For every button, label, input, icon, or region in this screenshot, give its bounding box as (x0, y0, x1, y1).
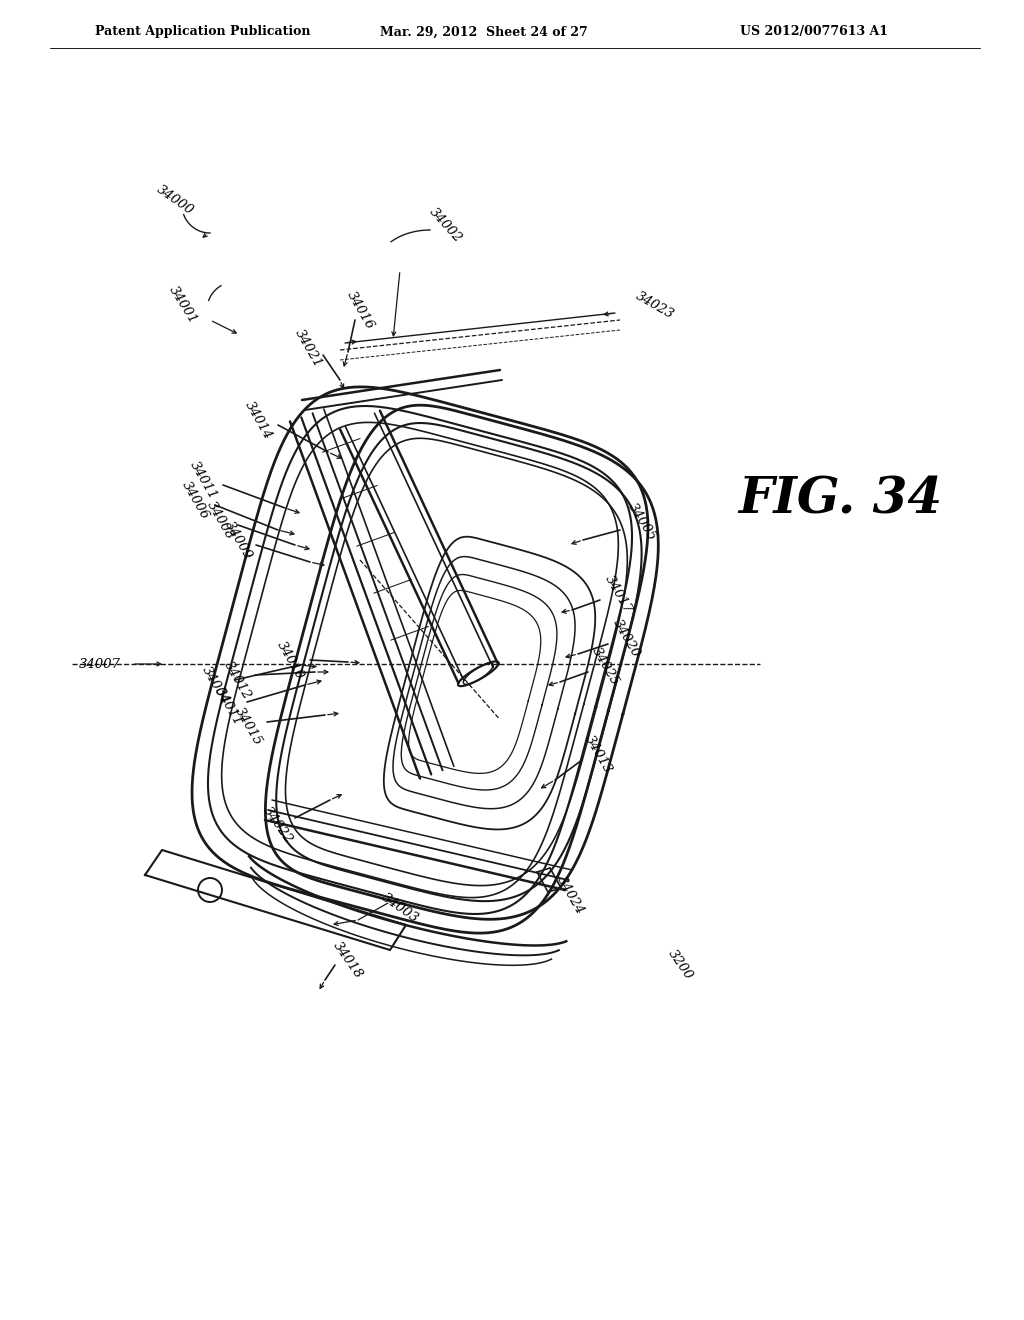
Text: 34008: 34008 (204, 499, 237, 541)
Text: 34024: 34024 (554, 874, 586, 916)
Text: 34014: 34014 (242, 399, 274, 441)
Text: 34011: 34011 (187, 458, 219, 502)
Text: 34000: 34000 (155, 182, 196, 218)
Text: 34025: 34025 (589, 644, 622, 688)
Text: 34003: 34003 (379, 891, 421, 925)
Text: 34020: 34020 (610, 616, 642, 660)
Text: 34005: 34005 (626, 500, 658, 544)
Text: 34013: 34013 (582, 733, 614, 775)
Text: 34012: 34012 (221, 659, 253, 701)
Text: 3200: 3200 (665, 948, 695, 982)
Text: 34009: 34009 (222, 519, 254, 561)
Text: 34017: 34017 (602, 573, 634, 615)
Text: 34004: 34004 (199, 664, 231, 706)
Text: US 2012/0077613 A1: US 2012/0077613 A1 (740, 25, 888, 38)
Text: Mar. 29, 2012  Sheet 24 of 27: Mar. 29, 2012 Sheet 24 of 27 (380, 25, 588, 38)
Text: 34006: 34006 (179, 479, 211, 521)
Text: FIG. 34: FIG. 34 (738, 475, 942, 524)
Text: 34018: 34018 (331, 939, 366, 981)
Text: Patent Application Publication: Patent Application Publication (95, 25, 310, 38)
Text: 34010: 34010 (273, 639, 306, 681)
Text: 34023: 34023 (634, 289, 677, 321)
Text: 34021: 34021 (292, 326, 325, 370)
Text: 34002: 34002 (426, 205, 464, 246)
Text: 34016: 34016 (344, 289, 376, 331)
Text: 34001: 34001 (166, 284, 200, 326)
Text: 34007: 34007 (79, 657, 121, 671)
Text: 34015: 34015 (231, 705, 264, 747)
Text: 34011: 34011 (212, 685, 244, 727)
Text: 34022: 34022 (261, 804, 295, 846)
